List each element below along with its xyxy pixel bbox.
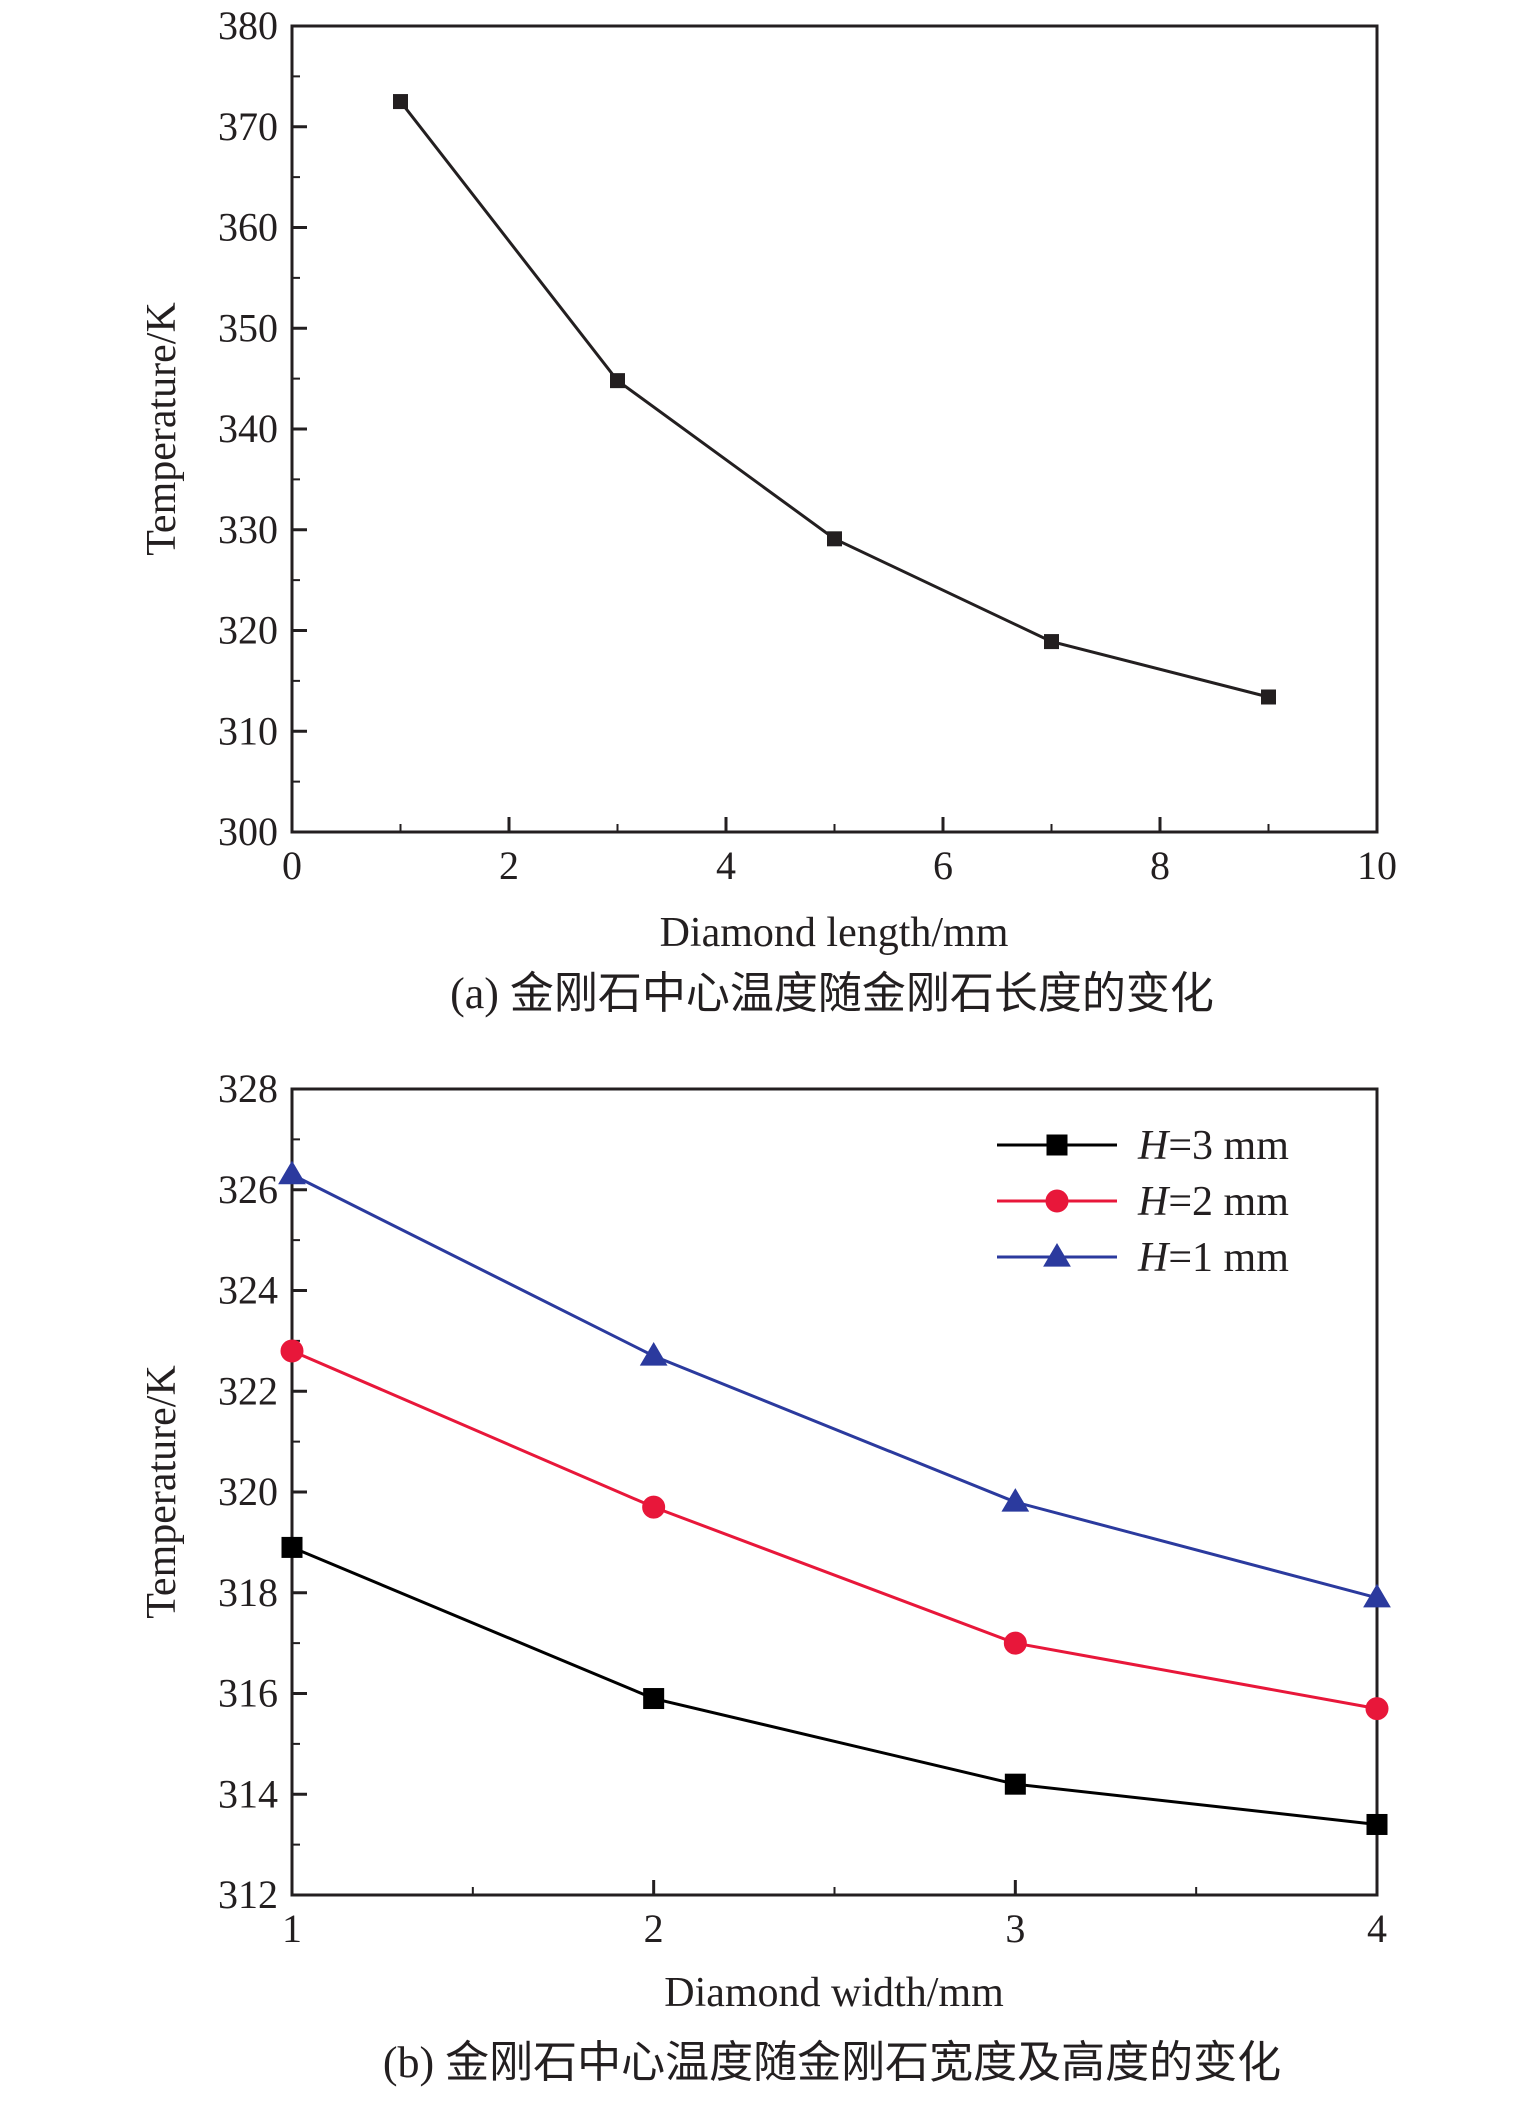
y-tick-label: 322	[218, 1368, 278, 1413]
legend-label: H=1 mm	[1137, 1235, 1289, 1281]
series-line	[399, 100, 1269, 699]
legend-label: H=3 mm	[1137, 1123, 1289, 1169]
y-tick-label: 328	[218, 1066, 278, 1111]
y-tick-label: 316	[218, 1671, 278, 1716]
y-tick-label: 318	[218, 1570, 278, 1615]
y-tick-label: 320	[218, 1469, 278, 1514]
y-tick-label: 370	[218, 104, 278, 149]
data-point-square	[1044, 634, 1059, 650]
x-tick-label: 0	[282, 843, 302, 888]
y-tick-label: 324	[218, 1268, 278, 1313]
x-tick-label: 4	[1367, 1906, 1387, 1951]
series-line	[291, 1349, 1378, 1711]
data-point-circle	[1003, 1631, 1027, 1655]
series-markers-a	[393, 94, 1276, 705]
data-point-circle	[280, 1339, 304, 1363]
legend-label-rest: =2 mm	[1168, 1179, 1289, 1225]
y-axis-title-a: Temperature/K	[139, 302, 185, 556]
legend-label-rest: =3 mm	[1168, 1123, 1289, 1169]
series-markers-b	[278, 1160, 1391, 1835]
legend-label-italic: H	[1137, 1123, 1171, 1169]
data-point-square	[827, 531, 842, 547]
legend-label-italic: H	[1137, 1179, 1171, 1225]
y-tick-label: 350	[218, 305, 278, 350]
data-point-circle	[1045, 1189, 1069, 1213]
x-tick-label: 8	[1150, 843, 1170, 888]
legend-label-rest: =1 mm	[1168, 1235, 1289, 1281]
panel-a-length-chart: 0 2 4 6 8 10 300 310 320 330 340 350 360 370 380 Diamo…	[139, 3, 1397, 1018]
tick-labels-a: 0 2 4 6 8 10 300 310 320 330 340 350 360 370 380	[218, 3, 1397, 888]
y-tick-label: 310	[218, 708, 278, 753]
data-point-circle	[1365, 1697, 1389, 1721]
y-tick-label: 380	[218, 3, 278, 48]
x-axis-title-b: Diamond width/mm	[664, 1970, 1004, 2016]
tick-labels-b: 1 2 3 4 312 314 316 318 320 322 324 326 328	[218, 1066, 1387, 1951]
legend-label: H=2 mm	[1137, 1179, 1289, 1225]
y-tick-label: 312	[218, 1872, 278, 1917]
x-tick-label: 4	[716, 843, 736, 888]
x-tick-label: 1	[282, 1906, 302, 1951]
series-lines-a	[399, 100, 1269, 699]
series-lines-b	[291, 1173, 1378, 1826]
legend-b: H=3 mmH=2 mmH=1 mm	[997, 1123, 1289, 1281]
data-point-square	[1004, 1773, 1026, 1795]
data-point-square	[281, 1536, 303, 1558]
data-point-triangle	[1043, 1243, 1071, 1267]
x-tick-label: 2	[499, 843, 519, 888]
x-axis-title-a: Diamond length/mm	[660, 910, 1009, 956]
x-tick-label: 10	[1357, 843, 1397, 888]
y-tick-label: 330	[218, 507, 278, 552]
data-point-square	[393, 94, 408, 110]
axis-ticks-a	[290, 24, 1379, 834]
plot-frame-a	[290, 24, 1379, 834]
data-point-square	[610, 373, 625, 389]
caption-a: (a) 金刚石中心温度随金刚石长度的变化	[450, 969, 1214, 1018]
y-tick-label: 340	[218, 406, 278, 451]
series-line	[291, 1546, 1378, 1826]
data-point-square	[1366, 1813, 1388, 1835]
data-point-triangle	[1363, 1583, 1391, 1608]
data-point-circle	[642, 1495, 666, 1519]
legend-label-italic: H	[1137, 1235, 1171, 1281]
y-axis-title-b: Temperature/K	[139, 1365, 185, 1619]
data-point-square	[1261, 689, 1276, 705]
y-tick-label: 360	[218, 205, 278, 250]
x-tick-label: 6	[933, 843, 953, 888]
x-tick-label: 3	[1005, 1906, 1025, 1951]
data-point-triangle	[1001, 1488, 1030, 1512]
y-tick-label: 320	[218, 608, 278, 653]
y-tick-label: 326	[218, 1167, 278, 1212]
y-tick-label: 314	[218, 1771, 278, 1816]
data-point-square	[1046, 1134, 1068, 1156]
data-point-triangle	[639, 1342, 668, 1366]
axis-ticks-b	[290, 1087, 1379, 1897]
data-point-triangle	[278, 1160, 306, 1185]
data-point-square	[643, 1688, 665, 1710]
y-tick-label: 300	[218, 809, 278, 854]
x-tick-label: 2	[644, 1906, 664, 1951]
caption-b: (b) 金刚石中心温度随金刚石宽度及高度的变化	[383, 2038, 1281, 2087]
series-line	[291, 1173, 1378, 1600]
